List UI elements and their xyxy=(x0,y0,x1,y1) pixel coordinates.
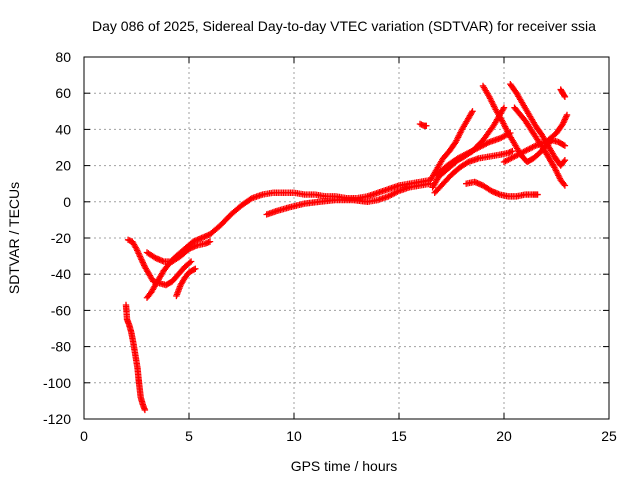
series-11 xyxy=(433,129,514,178)
grid-lines xyxy=(84,57,609,419)
y-tick-label: 60 xyxy=(55,85,71,101)
x-tick-label: 15 xyxy=(391,428,407,444)
series-15 xyxy=(500,111,571,166)
y-tick-label: -40 xyxy=(51,266,71,282)
data-point xyxy=(463,159,471,167)
data-point xyxy=(190,266,198,273)
series-14 xyxy=(463,178,541,200)
series-16 xyxy=(511,104,569,189)
data-point xyxy=(561,142,569,149)
data-point xyxy=(560,141,567,149)
y-tick-label: -80 xyxy=(51,339,71,355)
data-points xyxy=(122,80,571,414)
data-point xyxy=(560,180,568,188)
series-5 xyxy=(173,265,199,300)
data-point xyxy=(500,104,508,111)
data-point xyxy=(206,238,214,245)
data-point xyxy=(509,147,516,155)
x-tick-label: 0 xyxy=(80,428,88,444)
y-tick-label: 20 xyxy=(55,158,71,174)
y-tick-label: -20 xyxy=(51,230,71,246)
data-point xyxy=(186,259,194,266)
x-axis-label: GPS time / hours xyxy=(291,458,398,474)
data-point xyxy=(561,182,569,189)
x-tick-label: 5 xyxy=(185,428,193,444)
x-tick-label: 25 xyxy=(601,428,617,444)
series-10 xyxy=(431,147,516,196)
series-7 xyxy=(416,120,430,129)
x-tick-labels: 0 5 10 15 20 25 xyxy=(80,428,617,444)
data-point xyxy=(141,406,149,414)
plot-frame xyxy=(83,56,610,420)
series-1 xyxy=(122,301,149,414)
data-point xyxy=(561,93,569,101)
data-point xyxy=(561,92,568,99)
x-tick-label: 10 xyxy=(286,428,302,444)
data-point xyxy=(423,122,430,129)
data-point xyxy=(560,158,568,165)
y-tick-label: -60 xyxy=(51,302,71,318)
data-point xyxy=(468,109,475,116)
data-point xyxy=(563,111,571,119)
series-13 xyxy=(507,80,569,169)
y-tick-label: -120 xyxy=(43,411,71,427)
chart-title: Day 086 of 2025, Sidereal Day-to-day VTE… xyxy=(92,18,596,34)
data-point xyxy=(192,265,199,272)
data-point xyxy=(561,156,569,164)
y-tick-label: 80 xyxy=(55,49,71,65)
y-tick-label: 40 xyxy=(55,121,71,137)
data-point xyxy=(187,258,195,265)
data-point xyxy=(247,195,254,203)
data-point xyxy=(469,108,476,115)
series-6 xyxy=(263,180,434,218)
data-point xyxy=(534,191,541,198)
y-tick-label: -100 xyxy=(43,375,71,391)
series-4 xyxy=(143,238,214,265)
x-tick-label: 20 xyxy=(496,428,512,444)
series-17 xyxy=(557,86,569,101)
y-tick-labels: -120 -100 -80 -60 -40 -20 0 20 40 60 80 xyxy=(43,49,71,427)
y-axis-label: SDTVAR / TECUs xyxy=(6,182,22,294)
data-point xyxy=(499,105,507,113)
y-tick-label: 0 xyxy=(63,194,71,210)
